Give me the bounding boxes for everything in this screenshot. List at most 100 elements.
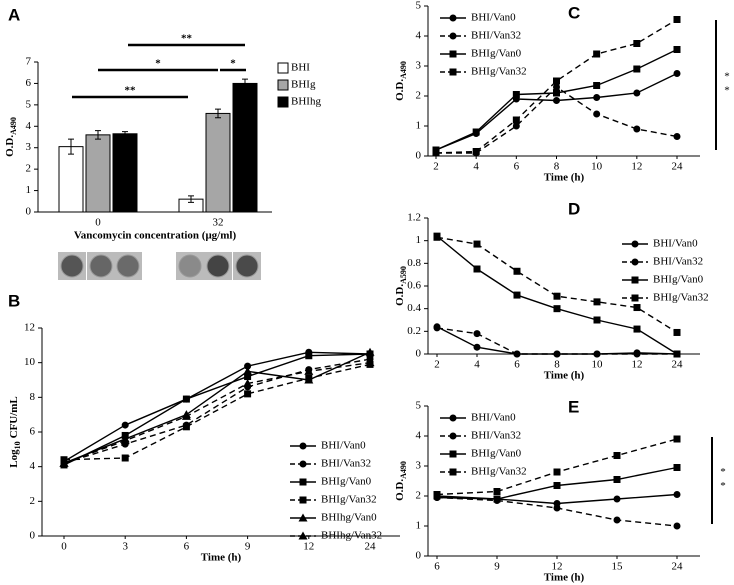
y-tick-label: 3 xyxy=(416,460,422,472)
marker xyxy=(633,304,641,312)
y-tick-label: 4 xyxy=(30,460,36,472)
significance-label: * xyxy=(720,480,726,492)
bar xyxy=(205,112,231,213)
legend-marker xyxy=(299,442,307,450)
marker xyxy=(120,436,130,445)
y-tick-label: 0 xyxy=(416,348,422,360)
marker xyxy=(305,352,313,360)
marker xyxy=(365,347,375,356)
marker xyxy=(512,91,520,98)
marker xyxy=(673,464,681,471)
marker xyxy=(473,240,481,248)
panel-letter: A xyxy=(8,5,20,24)
marker xyxy=(673,133,681,140)
legend-marker xyxy=(298,513,308,522)
legend-label: BHI/Van0 xyxy=(653,238,698,250)
error-bar xyxy=(122,131,128,137)
line xyxy=(63,351,371,464)
x-axis-label: Time (h) xyxy=(201,552,242,564)
panel-letter: D xyxy=(568,199,580,218)
marker xyxy=(553,292,561,300)
legend-marker xyxy=(449,32,457,40)
marker xyxy=(553,305,561,313)
legend-marker xyxy=(299,496,307,504)
well xyxy=(178,254,202,278)
marker xyxy=(593,50,601,58)
marker xyxy=(633,65,641,73)
marker xyxy=(513,291,521,299)
marker xyxy=(633,125,641,133)
marker xyxy=(593,298,601,306)
marker xyxy=(593,94,601,101)
error-bar xyxy=(68,138,74,155)
well xyxy=(235,254,259,278)
y-axis-label: Log10 CFU/mL xyxy=(8,396,23,468)
x-tick-label: 0 xyxy=(95,217,101,229)
y-tick-label: 1 xyxy=(416,520,422,532)
x-tick-label: 6 xyxy=(514,359,520,371)
marker xyxy=(613,516,621,524)
marker xyxy=(553,89,560,97)
marker xyxy=(512,116,520,124)
legend-marker xyxy=(299,460,307,468)
well xyxy=(60,254,84,278)
marker xyxy=(121,454,129,462)
y-tick-label: 2 xyxy=(30,495,36,507)
y-label-text: O.D. xyxy=(4,135,16,157)
marker xyxy=(244,362,252,370)
y-tick-label: 5 xyxy=(416,0,422,12)
marker xyxy=(304,366,314,375)
legend-label: BHIhg xyxy=(291,96,321,108)
marker xyxy=(181,411,191,420)
x-tick-label: 10 xyxy=(591,161,603,173)
legend-label: BHIg/Van32 xyxy=(471,466,527,478)
y-axis-label: O.D.A590 xyxy=(394,266,409,306)
y-tick-label: 5 xyxy=(26,98,32,110)
legend-marker xyxy=(449,414,457,422)
y-tick-label: 1 xyxy=(26,184,32,196)
legend-label: BHI xyxy=(291,62,310,74)
marker xyxy=(633,40,641,47)
marker xyxy=(673,328,681,336)
marker xyxy=(553,350,561,358)
y-axis-label: O.D.A490 xyxy=(394,61,409,101)
significance-label: ** xyxy=(181,33,193,45)
y-label-text: CFU/mL xyxy=(8,396,20,438)
legend-label: BHI/Van32 xyxy=(321,458,371,470)
y-tick-label: 5 xyxy=(416,400,422,412)
x-tick-label: 24 xyxy=(672,161,684,173)
marker xyxy=(244,390,252,398)
marker xyxy=(593,110,601,118)
legend-marker xyxy=(631,294,639,302)
x-tick-label: 24 xyxy=(672,359,684,371)
error-bar xyxy=(188,195,194,203)
well xyxy=(206,254,230,278)
marker xyxy=(673,16,681,23)
x-tick-label: 8 xyxy=(554,359,560,371)
x-tick-label: 24 xyxy=(672,561,684,573)
significance-label: ** xyxy=(125,85,137,97)
legend-label: BHI/Van0 xyxy=(321,440,366,452)
y-label-sub: A490 xyxy=(399,61,408,79)
x-tick-label: 15 xyxy=(612,561,624,573)
marker xyxy=(613,476,621,483)
panel-letter: C xyxy=(568,3,580,22)
y-tick-label: 0 xyxy=(416,550,422,562)
marker xyxy=(673,46,681,53)
y-tick-label: 2 xyxy=(26,163,32,175)
error-bar xyxy=(215,108,221,119)
marker xyxy=(432,149,440,157)
x-tick-label: 3 xyxy=(122,541,128,553)
marker xyxy=(553,97,560,104)
marker xyxy=(473,343,481,351)
marker xyxy=(433,491,441,498)
marker xyxy=(513,267,521,275)
y-tick-label: 4 xyxy=(416,30,422,42)
legend-marker xyxy=(449,68,457,76)
x-tick-label: 2 xyxy=(433,161,439,173)
legend-label: BHI/Van32 xyxy=(471,30,521,42)
legend-label: BHI/Van32 xyxy=(653,256,703,268)
y-tick-label: 0.6 xyxy=(407,280,421,292)
y-tick-label: 0 xyxy=(26,206,32,218)
legend-label: BHI/Van32 xyxy=(471,430,521,442)
